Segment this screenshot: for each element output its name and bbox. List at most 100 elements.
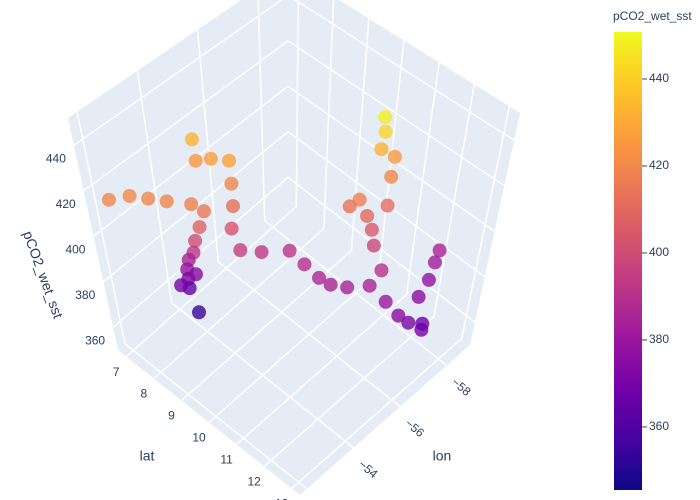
grid-line bbox=[112, 176, 289, 328]
grid-line bbox=[405, 62, 440, 295]
point bbox=[366, 238, 381, 253]
point bbox=[411, 289, 426, 304]
point bbox=[122, 188, 137, 203]
x-axis-title: lat bbox=[140, 448, 155, 464]
z-axis-title: pCO2_wet_sst bbox=[20, 229, 66, 321]
grid-line bbox=[287, 176, 476, 323]
point bbox=[196, 204, 211, 219]
grid-line bbox=[287, 40, 505, 187]
grid-line bbox=[196, 29, 219, 262]
z-tick-label: 360 bbox=[85, 333, 105, 347]
z-tick-label: 440 bbox=[46, 151, 66, 165]
point bbox=[174, 278, 189, 293]
grid-line bbox=[83, 40, 289, 192]
point bbox=[101, 192, 116, 207]
point bbox=[427, 255, 442, 270]
colorbar-tick-label: 380 bbox=[649, 332, 669, 346]
grid-line bbox=[136, 70, 173, 303]
point bbox=[224, 221, 239, 236]
grid-line bbox=[264, 219, 448, 367]
point bbox=[415, 316, 430, 331]
point bbox=[378, 110, 393, 125]
point bbox=[159, 194, 174, 209]
point bbox=[297, 257, 312, 272]
x-tick-label: 13 bbox=[275, 497, 289, 500]
point bbox=[225, 199, 240, 214]
grid-line bbox=[263, 315, 435, 468]
grid-line bbox=[350, 18, 370, 251]
y-tick-label: −56 bbox=[402, 416, 427, 440]
colorbar-tick-label: 440 bbox=[649, 71, 669, 85]
point bbox=[233, 243, 248, 258]
colorbar-tick-label: 420 bbox=[649, 158, 669, 172]
point bbox=[192, 220, 207, 235]
z-tick-label: 400 bbox=[65, 242, 85, 256]
points bbox=[101, 110, 447, 337]
point bbox=[421, 272, 436, 287]
x-tick-label: 8 bbox=[141, 387, 148, 401]
point bbox=[184, 197, 199, 212]
colorbar-tick-label: 400 bbox=[649, 245, 669, 259]
y-axis-title: lon bbox=[433, 448, 452, 464]
grid-line bbox=[293, 0, 515, 141]
grid-line bbox=[291, 337, 463, 489]
point bbox=[312, 270, 327, 285]
point bbox=[380, 198, 395, 213]
left-wall-pane bbox=[68, 0, 288, 350]
point bbox=[192, 305, 207, 320]
grid-line bbox=[73, 0, 283, 146]
point bbox=[188, 233, 203, 248]
point bbox=[387, 149, 402, 164]
point bbox=[184, 132, 199, 147]
point bbox=[360, 208, 375, 223]
z-tick-label: 420 bbox=[56, 197, 76, 211]
colorbar-title: pCO2_wet_sst bbox=[613, 9, 692, 23]
grid-line bbox=[323, 0, 335, 229]
grid-line bbox=[208, 271, 380, 424]
point bbox=[391, 308, 406, 323]
point bbox=[282, 243, 297, 258]
point bbox=[188, 153, 203, 168]
x-tick-label: 10 bbox=[192, 431, 206, 445]
point bbox=[401, 315, 416, 330]
point bbox=[340, 280, 355, 295]
point bbox=[378, 124, 393, 139]
grid-line bbox=[217, 261, 401, 408]
colorbar-tick-label: 360 bbox=[649, 419, 669, 433]
point bbox=[254, 245, 269, 260]
grid-line bbox=[433, 84, 476, 317]
point bbox=[323, 277, 338, 292]
point bbox=[362, 278, 377, 293]
point bbox=[222, 153, 237, 168]
x-tick-label: 11 bbox=[220, 453, 233, 467]
x-tick-label: 7 bbox=[113, 365, 120, 379]
grid-line bbox=[171, 302, 355, 449]
colorbar bbox=[614, 32, 642, 490]
x-tick-label: 9 bbox=[168, 409, 175, 423]
grid-line bbox=[76, 111, 126, 344]
right-wall-pane bbox=[288, 0, 520, 345]
point bbox=[364, 222, 379, 237]
grid-line bbox=[295, 0, 300, 207]
point bbox=[374, 142, 389, 157]
point bbox=[188, 267, 203, 282]
grid-line bbox=[124, 343, 308, 490]
grid-line bbox=[236, 293, 408, 446]
y-tick-label: −54 bbox=[356, 457, 381, 481]
z-tick-label: 380 bbox=[75, 288, 95, 302]
point bbox=[374, 263, 389, 278]
point bbox=[378, 294, 393, 309]
point bbox=[203, 151, 218, 166]
grid-line bbox=[257, 0, 266, 221]
point bbox=[352, 192, 367, 207]
point bbox=[141, 191, 156, 206]
grid-line bbox=[460, 106, 511, 339]
grid-line bbox=[125, 206, 297, 358]
point bbox=[342, 199, 357, 214]
point bbox=[224, 176, 239, 191]
point bbox=[432, 243, 447, 258]
point bbox=[384, 169, 399, 184]
y-tick-label: −58 bbox=[449, 375, 474, 399]
x-tick-label: 12 bbox=[247, 475, 261, 489]
